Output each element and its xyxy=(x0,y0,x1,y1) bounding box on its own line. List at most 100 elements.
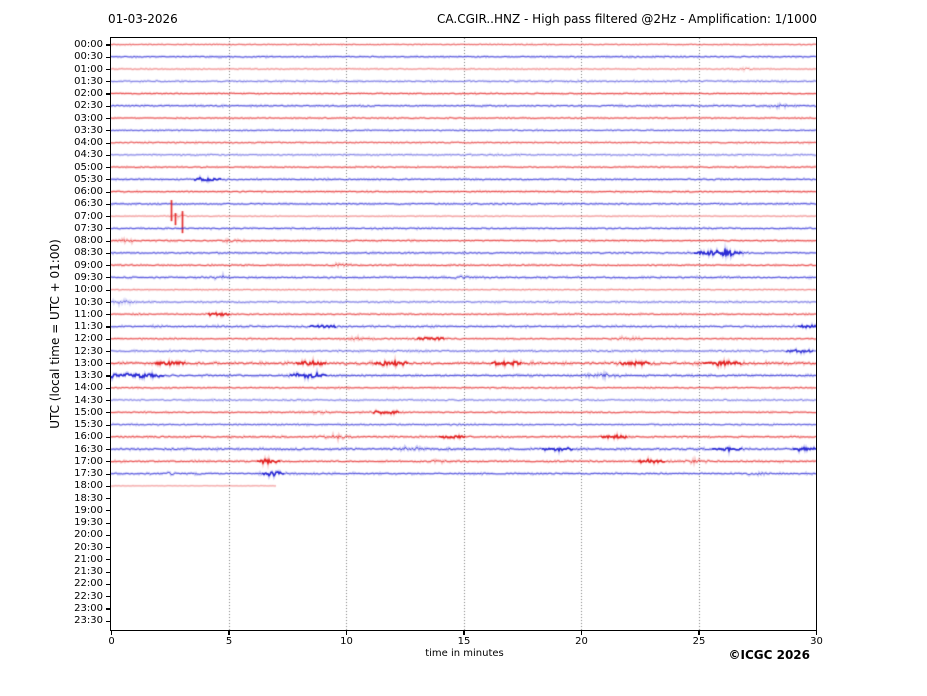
x-tick xyxy=(580,631,583,635)
row-label-0700: 07:00 xyxy=(74,210,103,222)
row-label-0930: 09:30 xyxy=(74,271,103,283)
y-tick xyxy=(106,289,110,291)
y-tick xyxy=(106,559,110,561)
row-label-1830: 18:30 xyxy=(74,492,103,504)
y-tick xyxy=(106,387,110,389)
y-tick xyxy=(106,534,110,536)
row-label-0100: 01:00 xyxy=(74,63,103,75)
x-tick-label-5: 5 xyxy=(225,636,233,647)
y-tick xyxy=(106,277,110,279)
row-label-0900: 09:00 xyxy=(74,259,103,271)
y-tick xyxy=(106,608,110,610)
y-tick xyxy=(106,485,110,487)
row-label-1630: 16:30 xyxy=(74,443,103,455)
row-label-0330: 03:30 xyxy=(74,124,103,136)
row-label-2330: 23:30 xyxy=(74,615,103,627)
row-label-0400: 04:00 xyxy=(74,137,103,149)
y-tick xyxy=(106,314,110,316)
y-tick xyxy=(106,326,110,328)
x-tick-label-30: 30 xyxy=(810,636,823,647)
row-label-0800: 08:00 xyxy=(74,235,103,247)
row-label-1900: 19:00 xyxy=(74,504,103,516)
row-label-0530: 05:30 xyxy=(74,173,103,185)
row-label-2030: 20:30 xyxy=(74,541,103,553)
copyright-text: ©ICGC 2026 xyxy=(728,648,810,662)
row-label-1100: 11:00 xyxy=(74,308,103,320)
y-tick xyxy=(106,93,110,95)
x-tick xyxy=(345,631,348,635)
plot-title: CA.CGIR..HNZ - High pass filtered @2Hz -… xyxy=(437,12,817,26)
y-tick xyxy=(106,228,110,230)
y-tick xyxy=(106,301,110,304)
y-tick xyxy=(106,81,110,83)
y-tick xyxy=(106,118,110,120)
y-tick xyxy=(106,498,110,500)
y-tick xyxy=(106,583,110,585)
row-label-1130: 11:30 xyxy=(74,321,103,332)
x-tick-label-25: 25 xyxy=(692,636,706,647)
y-tick xyxy=(106,179,110,181)
x-tick xyxy=(463,631,465,635)
x-tick xyxy=(815,631,818,635)
y-tick xyxy=(106,68,110,71)
y-tick xyxy=(106,510,110,512)
y-tick xyxy=(106,216,110,218)
y-tick xyxy=(106,449,110,451)
row-label-1930: 19:30 xyxy=(74,517,103,529)
plot-date: 01-03-2026 xyxy=(108,12,178,26)
row-label-1030: 10:30 xyxy=(74,296,103,308)
y-tick xyxy=(106,191,110,193)
row-label-0030: 00:30 xyxy=(74,51,103,63)
y-tick xyxy=(106,56,110,58)
x-tick xyxy=(698,631,700,635)
helicorder-plot xyxy=(110,37,817,631)
row-label-0830: 08:30 xyxy=(74,247,103,259)
y-tick xyxy=(106,412,110,414)
y-tick xyxy=(106,240,110,242)
y-tick xyxy=(106,363,110,365)
y-tick xyxy=(106,522,110,524)
row-label-0730: 07:30 xyxy=(74,222,103,234)
y-tick xyxy=(106,142,110,144)
y-tick xyxy=(106,620,110,622)
row-label-1600: 16:00 xyxy=(74,431,103,443)
row-label-1200: 12:00 xyxy=(74,333,103,345)
row-label-1500: 15:00 xyxy=(74,406,103,418)
row-label-1400: 14:00 xyxy=(74,382,103,394)
x-tick-label-20: 20 xyxy=(575,636,588,647)
y-tick xyxy=(106,154,110,156)
y-tick xyxy=(106,571,110,573)
y-tick xyxy=(106,399,110,402)
x-tick-label-15: 15 xyxy=(457,636,471,647)
row-label-0200: 02:00 xyxy=(74,88,103,99)
y-tick xyxy=(106,473,110,475)
y-tick xyxy=(106,424,110,426)
y-tick xyxy=(106,265,110,267)
seismogram-canvas xyxy=(111,38,816,630)
row-label-2230: 22:30 xyxy=(74,590,103,602)
row-label-0230: 02:30 xyxy=(74,100,103,112)
row-label-0630: 06:30 xyxy=(74,198,103,210)
row-label-1530: 15:30 xyxy=(74,419,103,431)
y-tick xyxy=(106,105,110,107)
row-label-1730: 17:30 xyxy=(74,468,103,480)
row-label-0430: 04:30 xyxy=(74,149,103,161)
y-tick xyxy=(106,44,110,46)
row-label-1800: 18:00 xyxy=(74,480,103,492)
row-label-1430: 14:30 xyxy=(74,394,103,406)
row-label-0600: 06:00 xyxy=(74,186,103,198)
row-label-2130: 21:30 xyxy=(74,566,103,578)
x-tick-label-0: 0 xyxy=(108,636,115,647)
x-tick xyxy=(110,631,113,635)
row-label-1330: 13:30 xyxy=(74,370,103,381)
y-tick xyxy=(106,203,110,205)
y-tick xyxy=(106,338,110,340)
y-tick xyxy=(106,350,110,353)
x-axis-label: time in minutes xyxy=(425,648,504,659)
row-label-0130: 01:30 xyxy=(74,75,103,87)
y-tick xyxy=(106,547,110,549)
y-tick xyxy=(106,130,110,132)
y-tick xyxy=(106,375,110,377)
y-tick xyxy=(106,252,110,254)
